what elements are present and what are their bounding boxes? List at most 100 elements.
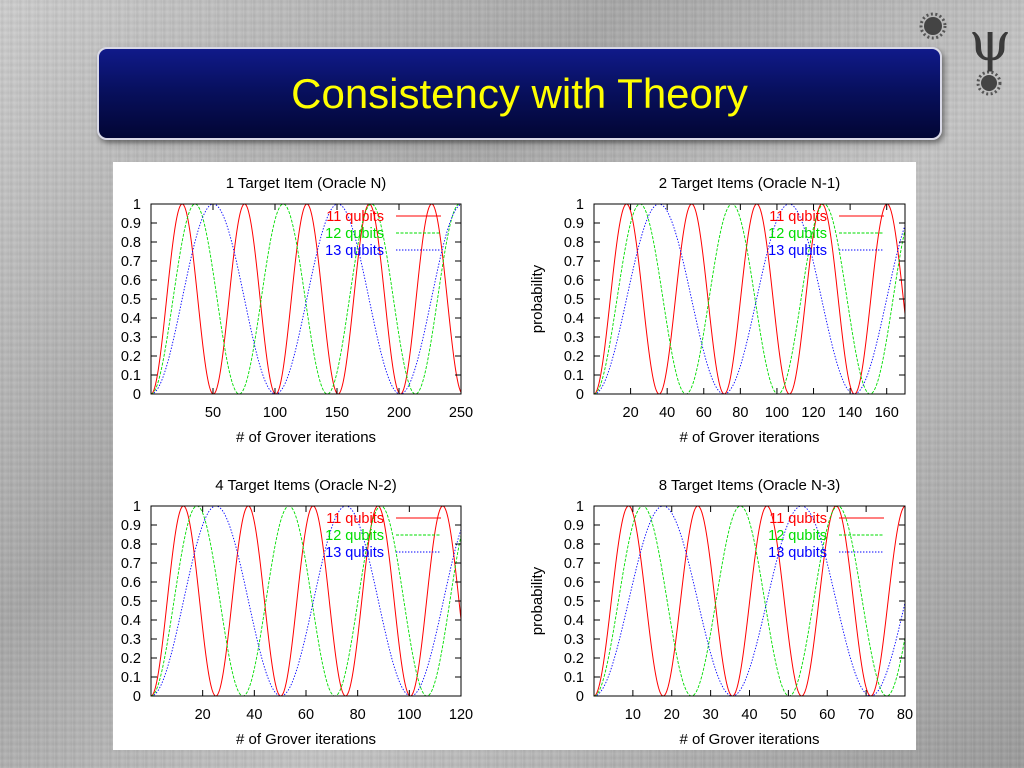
x-tick-label: 40 (741, 707, 757, 723)
chart-title: 8 Target Items (Oracle N-3) (659, 477, 840, 494)
y-tick-label: 0.2 (121, 651, 141, 667)
y-tick-label: 0 (576, 387, 584, 403)
y-tick-label: 0.9 (121, 216, 141, 232)
y-tick-label: 0.2 (564, 651, 584, 667)
y-tick-label: 0.8 (121, 537, 141, 553)
x-tick-label: 80 (732, 405, 748, 421)
y-tick-label: 0.6 (564, 273, 584, 289)
chart-panel-2: 2 Target Items (Oracle N-1) 0 0.1 0.2 0.3 0.4… (529, 175, 906, 446)
series-line-13-qubits (594, 505, 905, 697)
x-tick-label: 60 (696, 405, 712, 421)
y-tick-label: 0.4 (564, 311, 584, 327)
x-tick-label: 150 (325, 405, 349, 421)
chart-title: 4 Target Items (Oracle N-2) (215, 477, 396, 494)
y-tick-label: 1 (133, 197, 141, 213)
y-tick-label: 0.1 (121, 670, 141, 686)
legend-label: 11 qubits (326, 511, 384, 527)
legend-label: 12 qubits (768, 528, 827, 544)
chart-title: 1 Target Item (Oracle N) (226, 175, 387, 192)
series-line-13-qubits (151, 203, 461, 395)
x-tick-label: 40 (659, 405, 675, 421)
y-tick-label: 0.3 (121, 330, 141, 346)
y-tick-label: 0.1 (564, 670, 584, 686)
chart-panel-1: 1 Target Item (Oracle N) 0 0.1 0.2 0.3 0.4 0.5… (121, 175, 473, 446)
y-tick-label: 1 (576, 499, 584, 515)
y-tick-label: 0.3 (564, 330, 584, 346)
psi-logo-icon: ψ (919, 10, 1011, 96)
y-tick-label: 0.8 (564, 537, 584, 553)
y-tick-label: 0 (133, 387, 141, 403)
y-tick-label: 0.4 (121, 613, 141, 629)
slide-title: Consistency with Theory (291, 69, 748, 117)
y-tick-label: 0.8 (564, 235, 584, 251)
y-tick-label: 1 (576, 197, 584, 213)
y-tick-label: 0.6 (564, 575, 584, 591)
legend-label: 12 qubits (325, 226, 384, 242)
x-tick-label: 30 (703, 707, 719, 723)
y-tick-label: 0.7 (564, 556, 584, 572)
x-tick-label: 250 (449, 405, 473, 421)
series-line-11-qubits (594, 203, 905, 395)
y-tick-label: 0.5 (121, 594, 141, 610)
y-tick-label: 0.6 (121, 273, 141, 289)
legend-label: 13 qubits (325, 243, 384, 259)
y-tick-label: 0.7 (121, 556, 141, 572)
y-tick-label: 0.1 (564, 368, 584, 384)
series-line-12-qubits (151, 505, 461, 697)
x-tick-label: 70 (858, 707, 874, 723)
y-tick-label: 0 (133, 689, 141, 705)
x-axis-label: # of Grover iterations (679, 731, 819, 748)
x-tick-label: 60 (819, 707, 835, 723)
x-tick-label: 120 (449, 707, 473, 723)
y-axis-label: probability (529, 566, 546, 635)
legend-label: 13 qubits (325, 545, 384, 561)
y-tick-label: 0.5 (564, 594, 584, 610)
y-tick-label: 0.4 (564, 613, 584, 629)
y-tick-label: 0.9 (564, 518, 584, 534)
legend-label: 11 qubits (769, 209, 827, 225)
x-tick-label: 120 (801, 405, 825, 421)
chart-panel-4: 8 Target Items (Oracle N-3) 0 0.1 0.2 0.3 0.4… (529, 477, 913, 748)
x-tick-label: 80 (897, 707, 913, 723)
x-tick-label: 60 (298, 707, 314, 723)
x-tick-label: 100 (765, 405, 789, 421)
gear-dot-icon-bottom (976, 70, 1002, 96)
y-tick-label: 0.4 (121, 311, 141, 327)
psi-glyph: ψ (969, 10, 1011, 73)
y-tick-label: 0.5 (121, 292, 141, 308)
series-line-12-qubits (594, 203, 905, 395)
chart-title: 2 Target Items (Oracle N-1) (659, 175, 840, 192)
legend-label: 12 qubits (768, 226, 827, 242)
y-tick-label: 0.2 (564, 349, 584, 365)
series-line-12-qubits (594, 505, 905, 697)
x-axis-label: # of Grover iterations (679, 429, 819, 446)
x-tick-label: 160 (875, 405, 899, 421)
y-tick-label: 0.7 (564, 254, 584, 270)
y-tick-label: 0.1 (121, 368, 141, 384)
x-tick-label: 100 (397, 707, 421, 723)
y-tick-label: 0.3 (564, 632, 584, 648)
y-tick-label: 0.9 (121, 518, 141, 534)
x-tick-label: 20 (664, 707, 680, 723)
y-tick-label: 1 (133, 499, 141, 515)
x-axis-label: # of Grover iterations (236, 429, 376, 446)
legend-label: 12 qubits (325, 528, 384, 544)
slide-title-banner: Consistency with Theory (97, 47, 942, 140)
chart-figure: 1 Target Item (Oracle N) 0 0.1 0.2 0.3 0.4 0.5… (113, 162, 916, 750)
legend-label: 11 qubits (769, 511, 827, 527)
series-line-11-qubits (594, 505, 905, 697)
y-axis-label: probability (529, 264, 546, 333)
y-tick-label: 0.2 (121, 349, 141, 365)
y-tick-label: 0.3 (121, 632, 141, 648)
y-tick-label: 0.6 (121, 575, 141, 591)
y-tick-label: 0.5 (564, 292, 584, 308)
x-tick-label: 200 (387, 405, 411, 421)
x-tick-label: 10 (625, 707, 641, 723)
x-tick-label: 140 (838, 405, 862, 421)
y-tick-label: 0.9 (564, 216, 584, 232)
legend-label: 13 qubits (768, 243, 827, 259)
x-axis-label: # of Grover iterations (236, 731, 376, 748)
x-tick-label: 50 (780, 707, 796, 723)
x-tick-label: 20 (195, 707, 211, 723)
x-tick-label: 40 (246, 707, 262, 723)
